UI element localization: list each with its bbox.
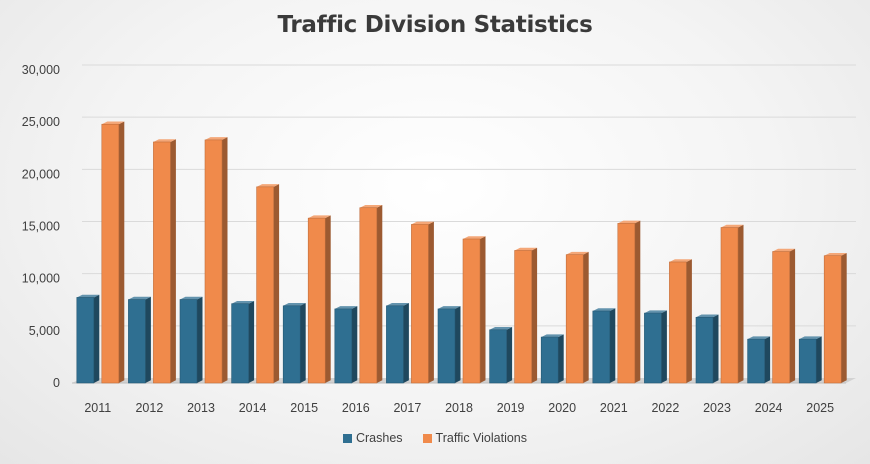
x-tick-label: 2016 (342, 401, 370, 415)
chart-legend: Crashes Traffic Violations (0, 431, 870, 445)
legend-swatch-traffic-violations (422, 433, 432, 443)
chart-title: Traffic Division Statistics (277, 12, 593, 38)
bar-crashes-2023 (695, 314, 719, 384)
bar-traffic-violations-2014 (256, 184, 280, 384)
x-tick-label: 2015 (290, 401, 318, 415)
bar-traffic-violations-2021 (617, 220, 641, 384)
bar-crashes-2017 (386, 303, 409, 384)
x-tick-label: 2022 (651, 401, 679, 415)
bar-crashes-2013 (179, 296, 203, 384)
y-tick-label: 0 (53, 376, 60, 390)
bar-traffic-violations-2015 (307, 215, 331, 384)
x-tick-label: 2017 (393, 401, 421, 415)
bar-traffic-violations-2019 (514, 247, 538, 384)
x-tick-label: 2013 (187, 401, 215, 415)
bar-crashes-2025 (798, 336, 822, 384)
bar-crashes-2012 (128, 296, 151, 384)
bar-crashes-2021 (592, 308, 616, 384)
bar-crashes-2011 (76, 294, 100, 384)
legend-swatch-crashes (342, 433, 352, 443)
bar-traffic-violations-2023 (720, 224, 744, 384)
x-tick-label: 2012 (135, 401, 163, 415)
bar-traffic-violations-2012 (153, 139, 176, 384)
bar-crashes-2015 (282, 303, 306, 384)
y-tick-label: 20,000 (22, 167, 60, 181)
bar-crashes-2022 (644, 310, 667, 384)
x-tick-label: 2023 (703, 401, 731, 415)
bar-crashes-2016 (334, 306, 358, 384)
x-tick-label: 2011 (84, 401, 111, 415)
bar-traffic-violations-2022 (669, 259, 692, 384)
y-tick-label: 25,000 (22, 115, 60, 129)
x-tick-label: 2024 (755, 401, 783, 415)
bar-crashes-2014 (231, 300, 255, 384)
bar-traffic-violations-2018 (462, 236, 486, 384)
bar-traffic-violations-2017 (411, 221, 434, 384)
bar-traffic-violations-2025 (823, 252, 847, 384)
legend-label-traffic-violations: Traffic Violations (435, 431, 528, 445)
y-tick-label: 10,000 (22, 272, 60, 286)
x-tick-label: 2025 (806, 401, 834, 415)
bar-traffic-violations-2011 (101, 121, 125, 384)
y-tick-label: 5,000 (29, 324, 60, 338)
x-tick-label: 2014 (239, 401, 267, 415)
x-tick-label: 2021 (600, 401, 628, 415)
x-tick-label: 2020 (548, 401, 576, 415)
bar-crashes-2019 (489, 327, 513, 384)
bar-traffic-violations-2016 (359, 204, 383, 384)
y-tick-label: 15,000 (22, 220, 60, 234)
bar-crashes-2020 (540, 334, 564, 384)
legend-item-traffic-violations: Traffic Violations (422, 431, 528, 445)
bar-traffic-violations-2020 (565, 251, 589, 384)
bar-traffic-violations-2024 (772, 248, 796, 384)
legend-label-crashes: Crashes (355, 431, 403, 445)
x-tick-label: 2019 (497, 401, 525, 415)
x-tick-label: 2018 (445, 401, 473, 415)
legend-item-crashes: Crashes (342, 431, 403, 445)
y-tick-label: 30,000 (22, 63, 60, 77)
bar-traffic-violations-2013 (204, 137, 228, 384)
bar-crashes-2018 (437, 306, 461, 384)
bar-crashes-2024 (747, 336, 771, 384)
